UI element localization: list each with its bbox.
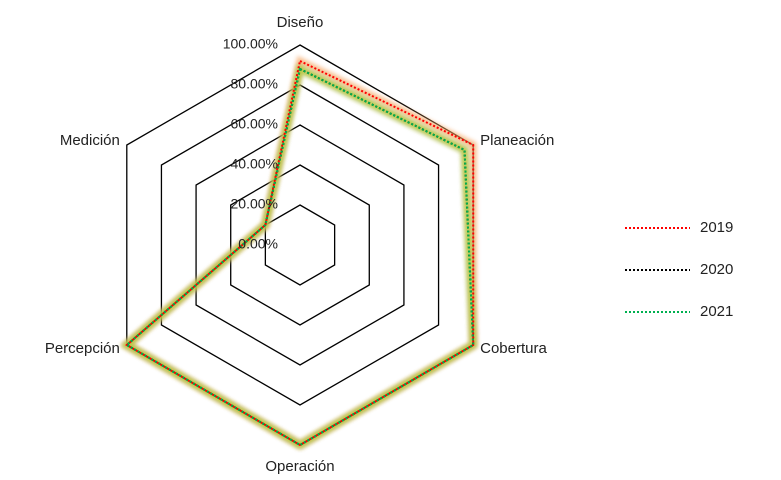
r-tick-label: 80.00% — [231, 76, 278, 92]
r-tick-label: 0.00% — [238, 236, 278, 252]
r-tick-label: 40.00% — [231, 156, 278, 172]
legend-label: 2020 — [700, 261, 733, 278]
r-tick-label: 20.00% — [231, 196, 278, 212]
grid-ring — [195, 124, 405, 366]
category-label: Operación — [265, 458, 334, 475]
series-line — [125, 59, 475, 447]
legend-label: 2019 — [700, 219, 733, 236]
category-label: Medición — [60, 132, 120, 149]
category-label: Percepción — [45, 340, 120, 357]
grid-ring — [126, 44, 474, 446]
category-label: Diseño — [277, 14, 324, 31]
grid-ring — [160, 84, 440, 406]
r-tick-label: 60.00% — [231, 116, 278, 132]
series-glow — [120, 55, 477, 450]
grid-ring — [230, 164, 370, 326]
category-label: Planeación — [480, 132, 554, 149]
r-tick-label: 100.00% — [223, 36, 278, 52]
legend-label: 2021 — [700, 303, 733, 320]
category-label: Cobertura — [480, 340, 547, 357]
series-line — [125, 67, 475, 447]
